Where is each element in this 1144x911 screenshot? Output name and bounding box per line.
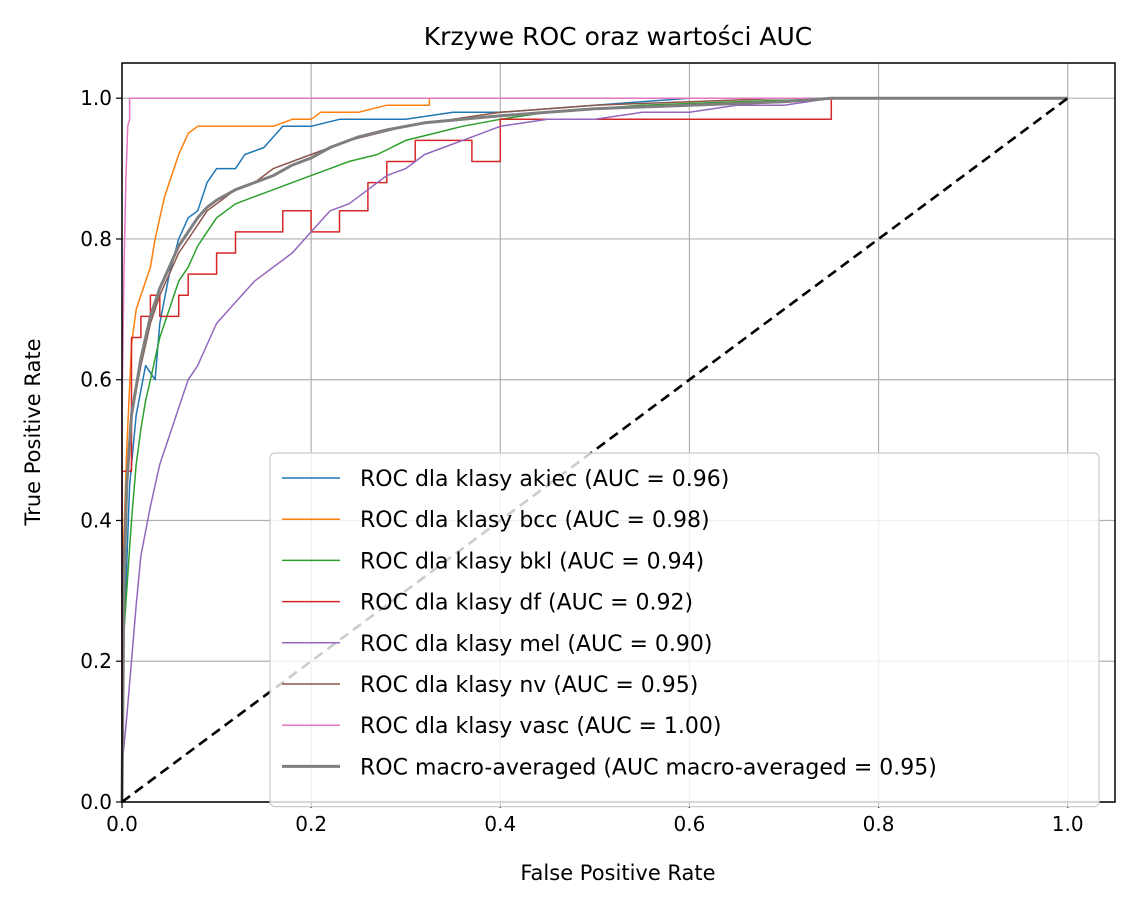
- series-line-2: [121, 97, 1068, 802]
- x-tick-label: 0.0: [106, 812, 138, 836]
- legend-label: ROC dla klasy df (AUC = 0.92): [360, 591, 693, 616]
- legend: ROC dla klasy akiec (AUC = 0.96) ROC dla …: [269, 452, 1100, 808]
- series-line-4: [121, 97, 1068, 802]
- legend-label: ROC dla klasy bcc (AUC = 0.98): [360, 508, 710, 533]
- series-line-1: [121, 97, 1068, 802]
- legend-label: ROC macro-averaged (AUC macro-averaged =…: [360, 755, 937, 780]
- y-tick-label: 0.4: [80, 508, 112, 532]
- ticks-layer: 0.0 0.2 0.4 0.6 0.8 1.0 0.0 0.2 0.4 0.6 0.8 1.0: [80, 86, 1083, 836]
- legend-label: ROC dla klasy nv (AUC = 0.95): [360, 673, 698, 698]
- y-tick-label: 1.0: [80, 86, 112, 110]
- x-tick-label: 0.8: [863, 812, 895, 836]
- chart-title: Krzywe ROC oraz wartości AUC: [424, 22, 812, 51]
- x-axis-label: False Positive Rate: [520, 861, 715, 885]
- y-tick-label: 0.0: [80, 790, 112, 814]
- legend-label: ROC dla klasy vasc (AUC = 1.00): [360, 714, 721, 739]
- legend-label: ROC dla klasy mel (AUC = 0.90): [360, 632, 712, 657]
- legend-label: ROC dla klasy akiec (AUC = 0.96): [360, 467, 729, 492]
- y-tick-label: 0.8: [80, 227, 112, 251]
- y-tick-label: 0.6: [80, 368, 112, 392]
- legend-label: ROC dla klasy bkl (AUC = 0.94): [360, 549, 704, 574]
- y-axis-label: True Positive Rate: [21, 338, 45, 526]
- series-line-0: [121, 97, 1068, 802]
- x-tick-label: 0.4: [484, 812, 516, 836]
- y-tick-label: 0.2: [80, 649, 112, 673]
- x-tick-label: 0.2: [295, 812, 327, 836]
- x-tick-label: 1.0: [1052, 812, 1084, 836]
- series-line-7: [120, 96, 1068, 803]
- x-tick-label: 0.6: [674, 812, 706, 836]
- legend-box: [269, 452, 1100, 808]
